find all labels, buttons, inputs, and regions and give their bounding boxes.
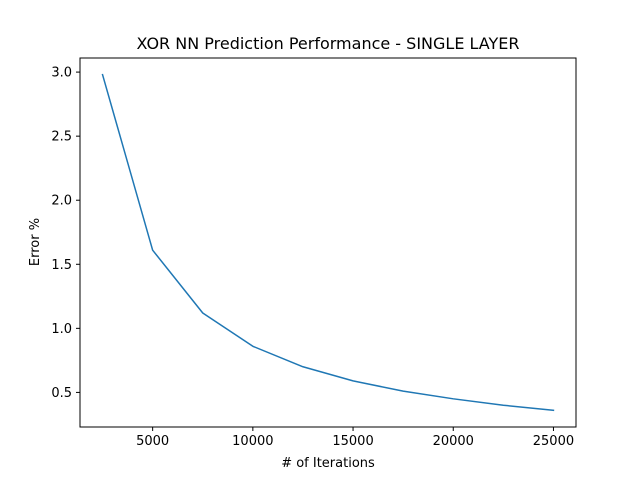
y-axis-label: Error % xyxy=(28,218,43,266)
series-line xyxy=(101,73,555,412)
x-axis-label: # of Iterations xyxy=(281,456,375,471)
chart-title: XOR NN Prediction Performance - SINGLE L… xyxy=(137,34,520,53)
x-tick-label: 5000 xyxy=(136,434,169,449)
axes-frame xyxy=(79,57,577,428)
y-tick-label: 1.0 xyxy=(51,322,72,337)
plot-area xyxy=(101,73,555,412)
y-tick-label: 2.0 xyxy=(51,194,72,209)
x-tick-label: 25000 xyxy=(533,434,574,449)
y-tick-label: 2.5 xyxy=(51,130,72,145)
y-tick-label: 1.5 xyxy=(51,258,72,273)
y-axis-ticks: 0.5 1.0 1.5 2.0 2.5 3.0 xyxy=(51,66,80,401)
x-tick-label: 10000 xyxy=(232,434,273,449)
x-tick-label: 15000 xyxy=(332,434,373,449)
x-tick-label: 20000 xyxy=(433,434,474,449)
y-tick-label: 0.5 xyxy=(51,386,72,401)
y-tick-label: 3.0 xyxy=(51,66,72,81)
x-axis-ticks: 5000 10000 15000 20000 25000 xyxy=(136,427,574,449)
